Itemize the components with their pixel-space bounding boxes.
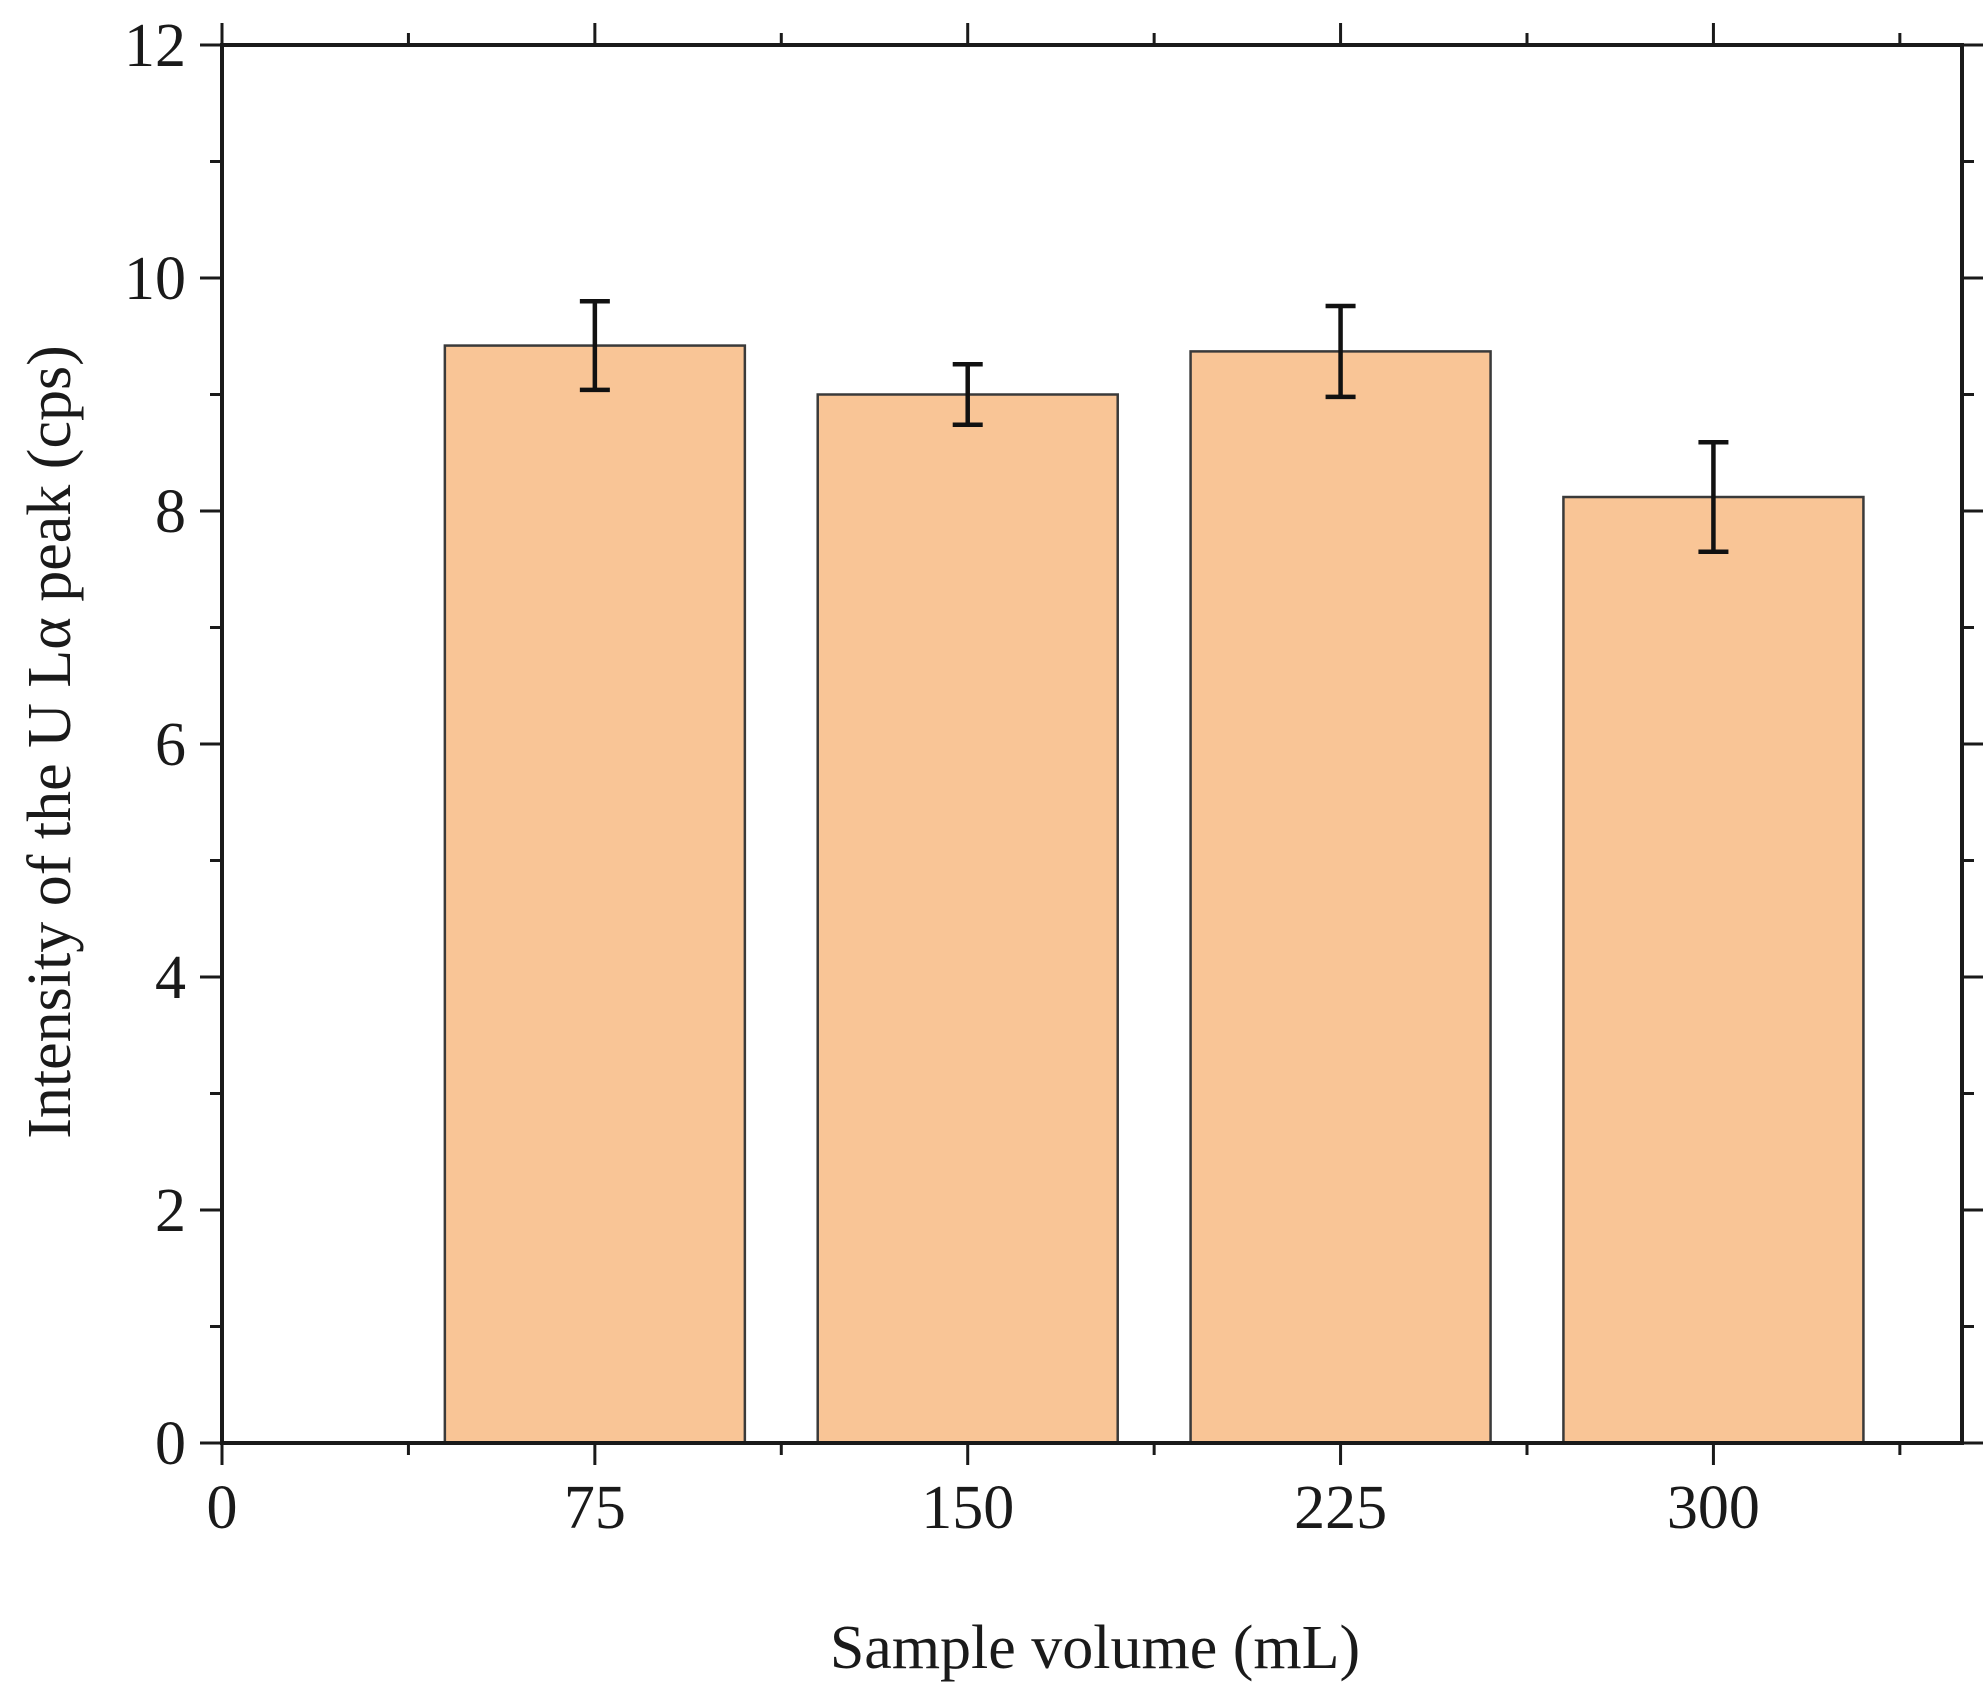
x-tick-label: 225 <box>1294 1474 1387 1542</box>
y-tick-label: 6 <box>155 711 186 779</box>
y-tick-label: 8 <box>155 478 186 546</box>
bar-225 <box>1189 350 1492 1445</box>
error-bar-150 <box>952 361 983 428</box>
x-axis-title: Sample volume (mL) <box>830 1614 1360 1682</box>
bar-300 <box>1562 495 1865 1445</box>
y-axis-title: Intensity of the U Lα peak (cps) <box>16 345 84 1138</box>
error-bars-layer <box>579 299 1729 555</box>
bar-150 <box>816 393 1119 1445</box>
bar-75 <box>443 344 747 1445</box>
tick-labels-layer: 0 2 4 6 8 10 12 0 75 150 225 300 <box>124 12 1760 1542</box>
y-tick-label: 4 <box>155 944 186 1012</box>
error-bar-225 <box>1325 303 1356 400</box>
x-tick-label: 0 <box>207 1474 238 1542</box>
y-tick-label: 12 <box>124 12 186 80</box>
x-tick-label: 300 <box>1667 1474 1760 1542</box>
y-tick-label: 2 <box>155 1177 186 1245</box>
ticks-layer <box>200 23 1983 1465</box>
y-tick-label: 0 <box>155 1410 186 1478</box>
x-tick-label: 150 <box>921 1474 1014 1542</box>
y-tick-label: 10 <box>124 245 186 313</box>
bars-layer <box>443 344 1865 1445</box>
x-tick-label: 75 <box>564 1474 626 1542</box>
error-bar-75 <box>579 299 610 393</box>
error-bar-300 <box>1698 440 1729 555</box>
